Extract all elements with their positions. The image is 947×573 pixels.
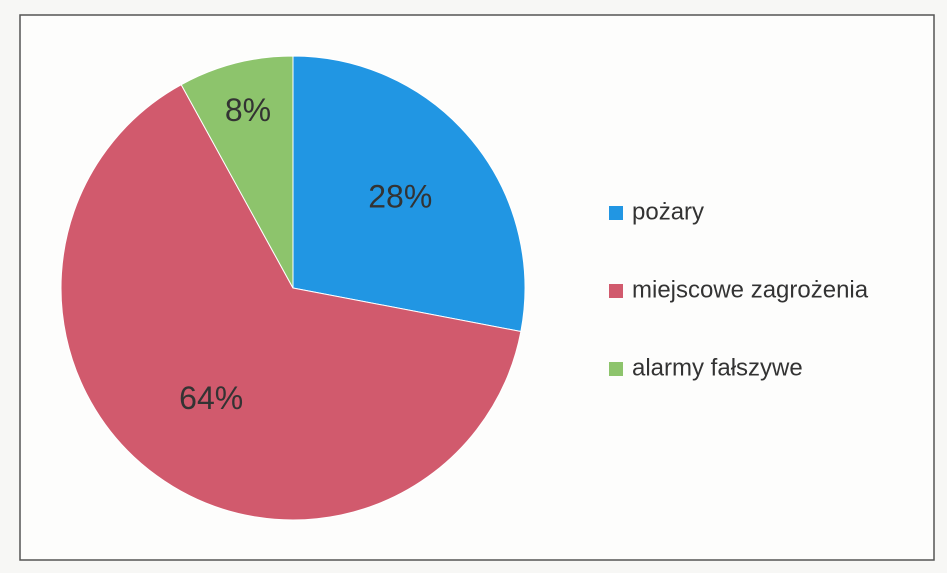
legend-label: alarmy fałszywe bbox=[632, 354, 803, 381]
legend-label: pożary bbox=[632, 198, 704, 225]
value-label: 8% bbox=[225, 92, 271, 128]
legend-swatch bbox=[609, 362, 623, 376]
pie-slice bbox=[60, 84, 522, 521]
legend-swatch bbox=[609, 206, 623, 220]
value-label: 64% bbox=[179, 380, 243, 416]
legend-swatch bbox=[609, 284, 623, 298]
pie-slice bbox=[292, 55, 526, 333]
pie-slice bbox=[180, 55, 294, 289]
legend-label: miejscowe zagrożenia bbox=[632, 276, 869, 303]
value-label: 28% bbox=[368, 179, 432, 215]
